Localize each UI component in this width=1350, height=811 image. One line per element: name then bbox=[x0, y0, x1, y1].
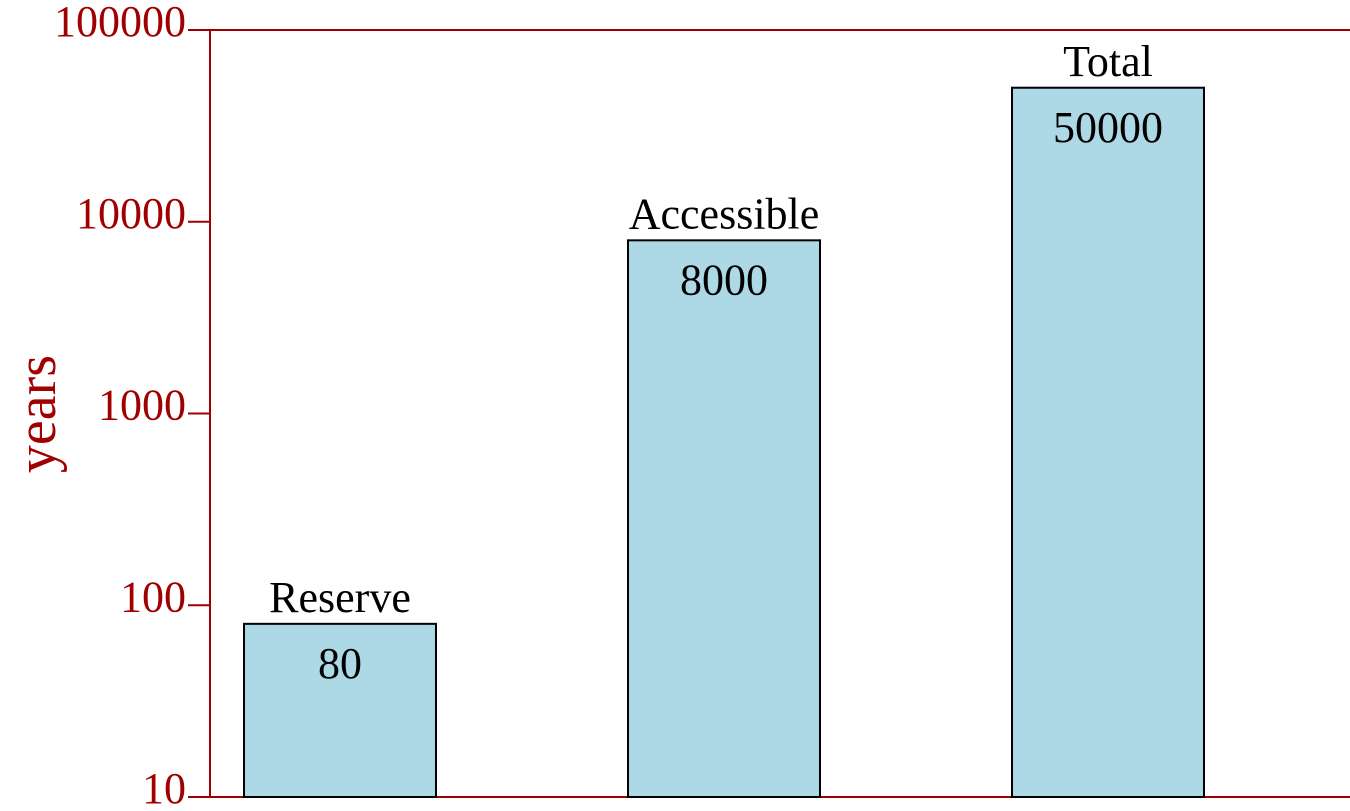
bar bbox=[243, 622, 437, 799]
y-tick-label: 100 bbox=[120, 572, 186, 621]
bar bbox=[1011, 86, 1205, 799]
y-axis-label: years bbox=[6, 355, 68, 473]
y-tick-label: 100000 bbox=[54, 0, 186, 46]
value-label: 50000 bbox=[1053, 103, 1163, 152]
category-label: Total bbox=[1063, 37, 1153, 86]
y-tick-label: 1000 bbox=[98, 381, 186, 430]
y-tick-label: 10 bbox=[142, 764, 186, 811]
value-label: 8000 bbox=[680, 255, 768, 304]
value-label: 80 bbox=[318, 639, 362, 688]
y-tick-label: 10000 bbox=[76, 189, 186, 238]
category-label: Accessible bbox=[629, 189, 820, 238]
category-label: Reserve bbox=[269, 573, 411, 622]
bar bbox=[627, 239, 821, 798]
